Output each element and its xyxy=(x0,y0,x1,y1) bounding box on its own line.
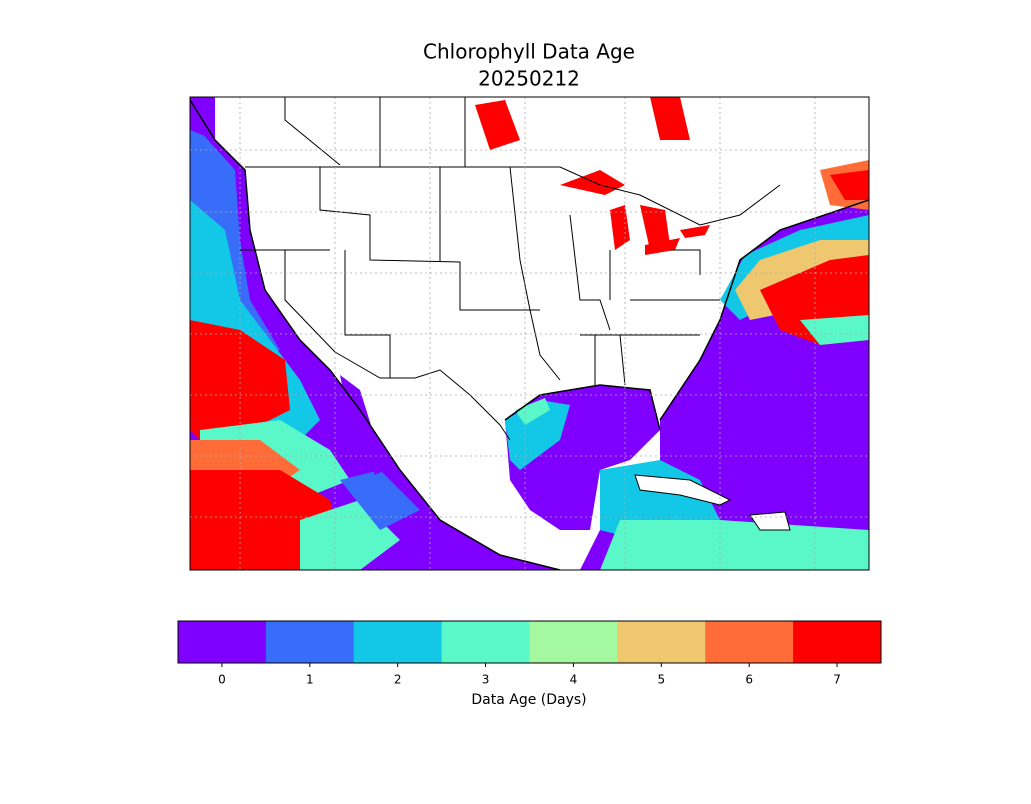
island xyxy=(634,474,732,506)
colorbar-segment xyxy=(265,621,355,663)
colorbar-tick-label: 6 xyxy=(745,673,753,687)
graticule xyxy=(190,97,869,570)
colorbar-tick-label: 2 xyxy=(394,673,402,687)
colorbar-segment xyxy=(617,621,706,663)
colorbar-segment xyxy=(441,621,530,663)
colorbar-segment xyxy=(529,621,618,663)
ocean-patch xyxy=(475,100,520,150)
ocean-patch xyxy=(340,470,420,530)
island xyxy=(749,511,791,531)
colorbar-segment xyxy=(178,621,267,663)
map-title: Chlorophyll Data Age xyxy=(423,40,635,64)
map-subtitle: 20250212 xyxy=(478,67,580,91)
colorbar: 0 1 2 3 4 5 6 7 xyxy=(178,621,882,687)
ocean-patch xyxy=(340,375,385,475)
colorbar-segment xyxy=(793,621,882,663)
map-frame xyxy=(189,96,870,571)
colorbar-label: Data Age (Days) xyxy=(471,692,586,708)
ocean-patch xyxy=(830,170,869,200)
ocean-patch xyxy=(600,520,869,570)
state-borders xyxy=(240,97,720,386)
coastline xyxy=(504,199,869,431)
grid-lines xyxy=(190,97,869,570)
ocean-patch xyxy=(800,315,869,345)
us-canada-border xyxy=(245,166,781,226)
ocean-patch xyxy=(650,97,690,140)
ocean-patch xyxy=(640,205,670,250)
borders xyxy=(190,97,869,570)
colorbar-segment xyxy=(705,621,794,663)
colorbar-tick-label: 3 xyxy=(482,673,490,687)
map-layer xyxy=(190,97,869,570)
colorbar-tick-label: 4 xyxy=(570,673,578,687)
us-mexico-border xyxy=(334,351,511,441)
coastline xyxy=(190,99,561,570)
ocean-patch xyxy=(560,170,625,195)
colorbar-tick-label: 0 xyxy=(218,673,226,687)
colorbar-tick-label: 7 xyxy=(833,673,841,687)
ocean-patch xyxy=(515,398,550,425)
colorbar-tick-label: 5 xyxy=(657,673,665,687)
ocean-patch xyxy=(680,225,710,238)
colorbar-tick-label: 1 xyxy=(306,673,314,687)
colorbar-segment xyxy=(353,621,443,663)
ocean-patch xyxy=(190,320,290,440)
ocean-patch xyxy=(645,238,680,255)
colorbar-frame xyxy=(177,620,882,664)
